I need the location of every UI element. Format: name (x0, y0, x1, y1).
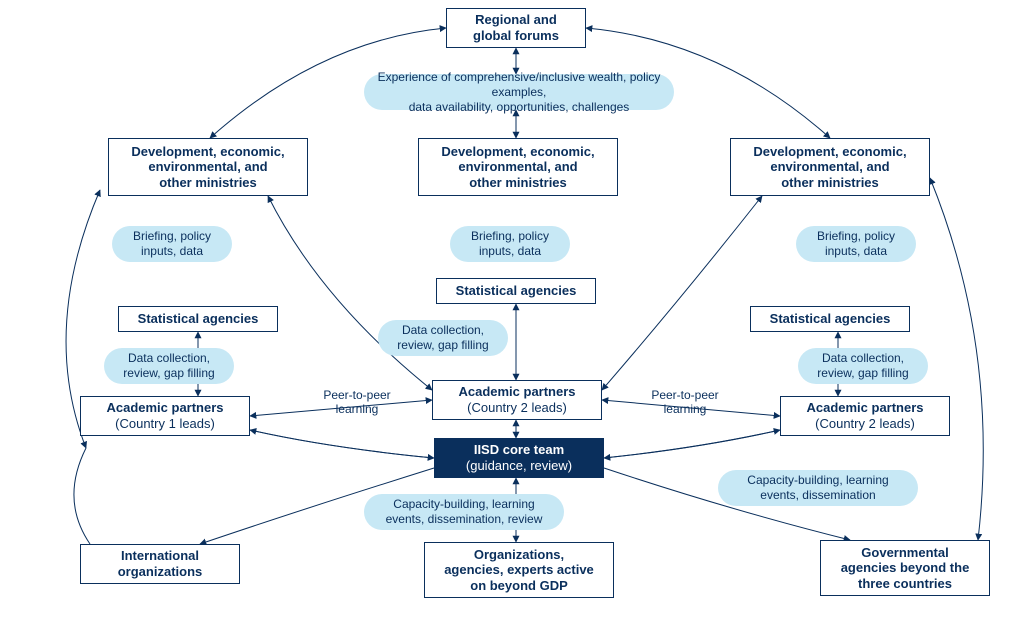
node-p2pR-line0: Peer-to-peer (630, 388, 740, 402)
node-dc2-line0: Data collection, (397, 323, 488, 338)
node-bp1-line1: inputs, data (133, 244, 211, 259)
node-dc2-line1: review, gap filling (397, 338, 488, 353)
node-gov3-line1: agencies beyond the (841, 560, 970, 576)
node-dc3-line0: Data collection, (817, 351, 908, 366)
node-stat1-line0: Statistical agencies (138, 311, 259, 327)
node-ac1-line0: Academic partners (106, 400, 223, 416)
node-orgs-line1: agencies, experts active (444, 562, 594, 578)
edge (930, 178, 983, 540)
node-forums: Regional andglobal forums (446, 8, 586, 48)
node-min2-line2: other ministries (441, 175, 594, 191)
node-min3: Development, economic,environmental, and… (730, 138, 930, 196)
node-forums-line0: Regional and (473, 12, 559, 28)
node-ac2-line1: (Country 2 leads) (458, 400, 575, 416)
node-dc1: Data collection,review, gap filling (104, 348, 234, 384)
node-cap2-line0: Capacity-building, learning (747, 473, 888, 488)
node-ac3-line1: (Country 2 leads) (806, 416, 923, 432)
edge (74, 448, 90, 544)
edge (250, 430, 434, 458)
node-orgs-line2: on beyond GDP (444, 578, 594, 594)
node-bp1-line0: Briefing, policy (133, 229, 211, 244)
node-cap1: Capacity-building, learningevents, disse… (364, 494, 564, 530)
node-dc3-line1: review, gap filling (817, 366, 908, 381)
node-gov3-line2: three countries (841, 576, 970, 592)
node-ac3-line0: Academic partners (806, 400, 923, 416)
node-orgs-line0: Organizations, (444, 547, 594, 563)
node-bp1: Briefing, policyinputs, data (112, 226, 232, 262)
node-ac1-line1: (Country 1 leads) (106, 416, 223, 432)
node-min1-line2: other ministries (131, 175, 284, 191)
node-min1-line1: environmental, and (131, 159, 284, 175)
node-cap2: Capacity-building, learningevents, disse… (718, 470, 918, 506)
node-stat3: Statistical agencies (750, 306, 910, 332)
node-min1: Development, economic,environmental, and… (108, 138, 308, 196)
node-min2: Development, economic,environmental, and… (418, 138, 618, 196)
node-bp2-line0: Briefing, policy (471, 229, 549, 244)
node-ac2-line0: Academic partners (458, 384, 575, 400)
node-min2-line1: environmental, and (441, 159, 594, 175)
node-core-line1: (guidance, review) (466, 458, 572, 474)
node-gov3: Governmentalagencies beyond thethree cou… (820, 540, 990, 596)
node-ac1: Academic partners(Country 1 leads) (80, 396, 250, 436)
node-stat2: Statistical agencies (436, 278, 596, 304)
node-gov3-line0: Governmental (841, 545, 970, 561)
node-ac2: Academic partners(Country 2 leads) (432, 380, 602, 420)
node-cap2-line1: events, dissemination (747, 488, 888, 503)
node-p2pR-line1: learning (630, 402, 740, 416)
node-orgs: Organizations,agencies, experts activeon… (424, 542, 614, 598)
node-p2pL-line0: Peer-to-peer (302, 388, 412, 402)
node-p2pL-line1: learning (302, 402, 412, 416)
edge (604, 430, 780, 458)
node-p2pL: Peer-to-peerlearning (302, 388, 412, 418)
node-bp3-line1: inputs, data (817, 244, 895, 259)
node-exp-line1: data availability, opportunities, challe… (374, 100, 664, 115)
edge (604, 430, 780, 458)
node-forums-line1: global forums (473, 28, 559, 44)
node-p2pR: Peer-to-peerlearning (630, 388, 740, 418)
node-min2-line0: Development, economic, (441, 144, 594, 160)
node-min3-line1: environmental, and (753, 159, 906, 175)
node-exp-line0: Experience of comprehensive/inclusive we… (374, 70, 664, 100)
edge (602, 196, 762, 390)
node-bp3: Briefing, policyinputs, data (796, 226, 916, 262)
node-ac3: Academic partners(Country 2 leads) (780, 396, 950, 436)
node-stat1: Statistical agencies (118, 306, 278, 332)
node-exp: Experience of comprehensive/inclusive we… (364, 74, 674, 110)
edge (250, 430, 434, 458)
node-min3-line2: other ministries (753, 175, 906, 191)
node-dc1-line0: Data collection, (123, 351, 214, 366)
edge (268, 196, 432, 390)
node-min3-line0: Development, economic, (753, 144, 906, 160)
node-intl-line1: organizations (118, 564, 203, 580)
node-stat3-line0: Statistical agencies (770, 311, 891, 327)
node-stat2-line0: Statistical agencies (456, 283, 577, 299)
node-dc2: Data collection,review, gap filling (378, 320, 508, 356)
diagram-canvas: Regional andglobal forums Development, ec… (0, 0, 1024, 619)
node-bp2-line1: inputs, data (471, 244, 549, 259)
node-core: IISD core team(guidance, review) (434, 438, 604, 478)
node-bp3-line0: Briefing, policy (817, 229, 895, 244)
node-bp2: Briefing, policyinputs, data (450, 226, 570, 262)
node-cap1-line0: Capacity-building, learning (386, 497, 543, 512)
node-core-line0: IISD core team (466, 442, 572, 458)
node-intl: Internationalorganizations (80, 544, 240, 584)
node-min1-line0: Development, economic, (131, 144, 284, 160)
node-dc1-line1: review, gap filling (123, 366, 214, 381)
node-dc3: Data collection,review, gap filling (798, 348, 928, 384)
node-intl-line0: International (118, 548, 203, 564)
node-cap1-line1: events, dissemination, review (386, 512, 543, 527)
